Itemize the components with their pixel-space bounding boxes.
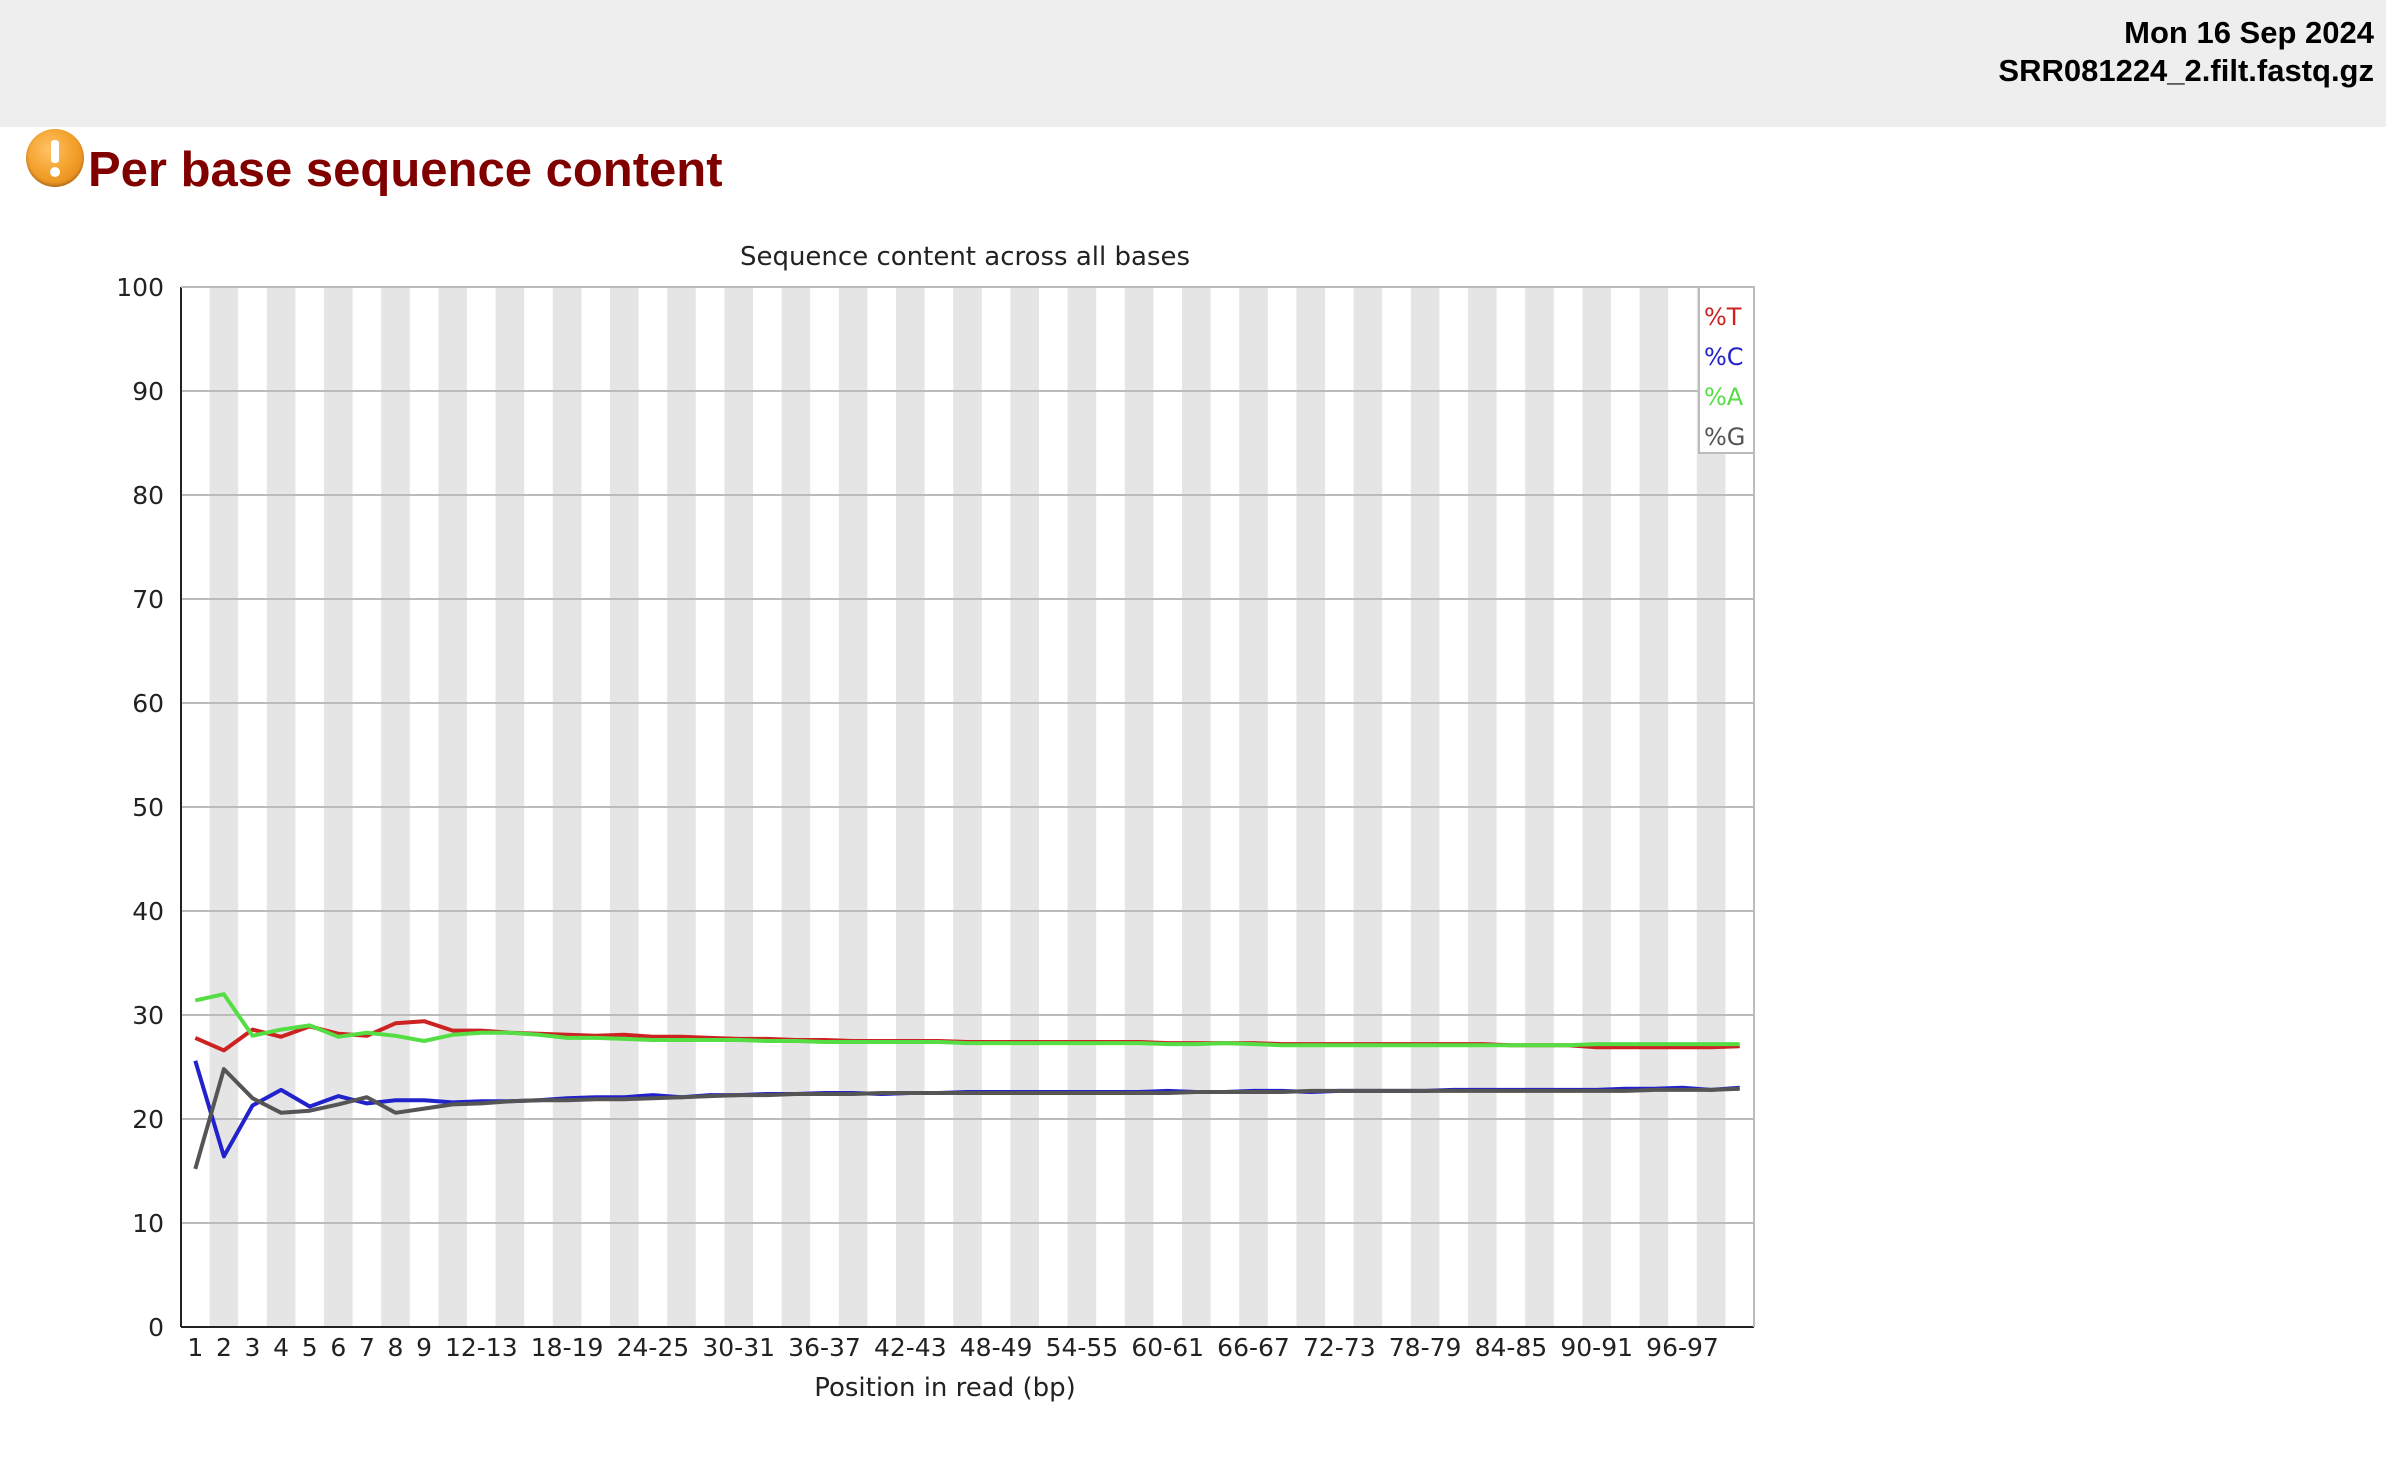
legend-entry: %T <box>1704 303 1742 331</box>
x-tick-label: 9 <box>416 1333 432 1362</box>
header-info: Mon 16 Sep 2024 SRR081224_2.filt.fastq.g… <box>1998 14 2374 90</box>
legend-box <box>1698 286 1755 454</box>
x-axis-label: Position in read (bp) <box>814 1373 1076 1403</box>
y-tick-label: 70 <box>132 585 164 614</box>
y-tick-label: 10 <box>132 1209 164 1238</box>
x-tick-label: 24-25 <box>617 1333 690 1362</box>
chart-title: Sequence content across all bases <box>740 242 1190 272</box>
x-tick-label: 48-49 <box>960 1333 1033 1362</box>
x-tick-label: 78-79 <box>1389 1333 1462 1362</box>
x-tick-label: 84-85 <box>1475 1333 1548 1362</box>
x-tick-label: 72-73 <box>1303 1333 1376 1362</box>
report-date: Mon 16 Sep 2024 <box>2124 15 2374 50</box>
x-tick-label: 18-19 <box>531 1333 604 1362</box>
x-tick-label: 2 <box>216 1333 232 1362</box>
x-tick-label: 54-55 <box>1046 1333 1119 1362</box>
y-tick-labels: 0 10 20 30 40 50 60 70 80 90 100 <box>116 273 164 1342</box>
y-tick-label: 90 <box>132 377 164 406</box>
chart-axes <box>180 286 1755 1328</box>
x-tick-label: 30-31 <box>702 1333 775 1362</box>
x-tick-label: 1 <box>187 1333 203 1362</box>
legend-entry: %C <box>1704 343 1744 371</box>
y-tick-label: 30 <box>132 1001 164 1030</box>
x-tick-label: 7 <box>359 1333 375 1362</box>
legend-entry: %G <box>1704 423 1745 451</box>
y-tick-label: 100 <box>116 273 164 302</box>
series-lines <box>193 992 1740 1170</box>
x-tick-label: 42-43 <box>874 1333 947 1362</box>
x-tick-label: 60-61 <box>1131 1333 1204 1362</box>
series-line-a <box>194 992 1740 1048</box>
legend-entry: %A <box>1704 383 1744 411</box>
x-tick-label: 8 <box>388 1333 404 1362</box>
y-tick-label: 20 <box>132 1105 164 1134</box>
series-line-g <box>193 1067 1740 1170</box>
x-tick-label: 90-91 <box>1560 1333 1633 1362</box>
x-tick-label: 66-67 <box>1217 1333 1290 1362</box>
y-tick-label: 80 <box>132 481 164 510</box>
x-tick-label: 12-13 <box>445 1333 518 1362</box>
y-tick-label: 0 <box>148 1313 164 1342</box>
module-heading: Per base sequence content <box>26 128 723 198</box>
module-title: Per base sequence content <box>88 143 723 197</box>
x-tick-labels: 1 2 3 4 5 6 7 8 9 12-13 18-19 24-25 30-31 36-37 42-43 4… <box>187 1333 1718 1362</box>
x-tick-label: 96-97 <box>1646 1333 1719 1362</box>
y-tick-label: 40 <box>132 897 164 926</box>
report-header: Mon 16 Sep 2024 SRR081224_2.filt.fastq.g… <box>0 0 2386 127</box>
x-tick-label: 36-37 <box>788 1333 861 1362</box>
x-tick-label: 3 <box>245 1333 261 1362</box>
y-tick-label: 60 <box>132 689 164 718</box>
x-tick-label: 5 <box>302 1333 318 1362</box>
x-tick-label: 6 <box>330 1333 346 1362</box>
y-tick-label: 50 <box>132 793 164 822</box>
x-tick-label: 4 <box>273 1333 289 1362</box>
report-filename: SRR081224_2.filt.fastq.gz <box>1998 53 2374 88</box>
warning-icon <box>26 129 84 187</box>
chart-legend: %T %C %A %G <box>1698 286 1755 454</box>
